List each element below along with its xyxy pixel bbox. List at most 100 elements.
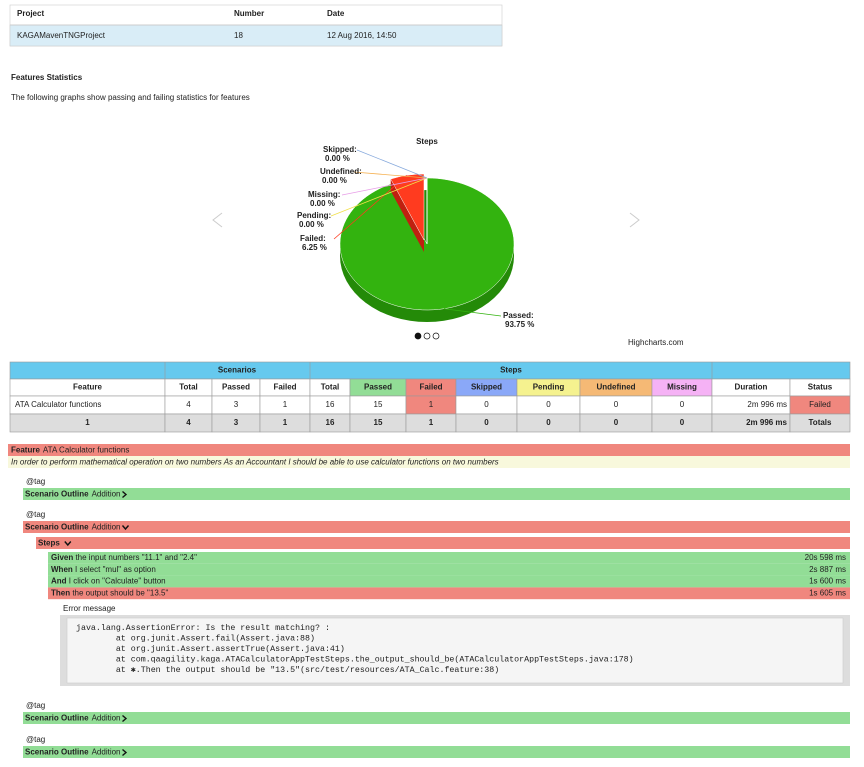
scenario-tag: @tag — [26, 477, 45, 486]
table-cell-text: 16 — [326, 418, 335, 427]
scenario-heading[interactable]: Scenario Outline Addition — [25, 490, 121, 499]
table-cell-text: 3 — [234, 400, 239, 409]
error-line: at com.qaagility.kaga.ATACalculatorAppTe… — [76, 655, 634, 665]
label-connector — [333, 174, 408, 240]
step-text: Then the output should be "13.5" — [51, 589, 168, 598]
column-header: Total — [179, 383, 198, 392]
step-text: Given the input numbers "11.1" and "2.4" — [51, 553, 197, 562]
column-header: Status — [808, 383, 833, 392]
scenario-heading[interactable]: Scenario Outline Addition — [25, 748, 121, 757]
slice-label: Failed: — [300, 234, 326, 243]
table-cell-text: 0 — [680, 400, 685, 409]
table-cell-text: 0 — [484, 418, 489, 427]
slice-label: Undefined: — [320, 167, 362, 176]
column-header: Pending — [533, 383, 565, 392]
table-cell-text: 2m 996 ms — [746, 418, 787, 427]
carousel-dot[interactable] — [432, 332, 440, 340]
table-cell-text: 0 — [614, 400, 619, 409]
step-duration: 2s 887 ms — [809, 565, 846, 574]
label-connector — [356, 149, 428, 179]
scenario-heading[interactable]: Scenario Outline Addition — [25, 714, 121, 723]
table-cell-text: 0 — [546, 418, 551, 427]
table-cell-text: 0 — [614, 418, 619, 427]
table-cell: 12 Aug 2016, 14:50 — [327, 31, 397, 40]
step-keyword: Then — [51, 589, 70, 598]
scenario-tag: @tag — [26, 701, 45, 710]
scenario-name: Addition — [92, 714, 121, 723]
error-content — [66, 617, 844, 684]
step-description: the output should be "13.5" — [70, 589, 168, 598]
carousel-dot[interactable] — [414, 332, 422, 340]
error-line: java.lang.AssertionError: Is the result … — [76, 623, 330, 633]
scenario-keyword: Scenario Outline — [25, 748, 89, 757]
chevron-down — [64, 541, 72, 547]
pie-slice-side — [390, 179, 424, 252]
table-cell-text: 1 — [85, 418, 90, 427]
slice-value: 6.25 % — [302, 243, 327, 252]
table-cell-text: 1 — [283, 400, 288, 409]
label-connector — [443, 308, 502, 317]
slice-value: 0.00 % — [310, 199, 335, 208]
step-keyword: Given — [51, 553, 73, 562]
slice-value: 0.00 % — [322, 176, 347, 185]
table-cell-text: 15 — [374, 400, 383, 409]
carousel-dot[interactable] — [423, 332, 431, 340]
column-header: Total — [321, 383, 340, 392]
section-description: The following graphs show passing and fa… — [11, 93, 250, 102]
table-cell-text: 1 — [429, 400, 434, 409]
carousel-prev[interactable] — [212, 212, 223, 228]
table-cell-text: Failed — [809, 400, 831, 409]
error-line: at org.junit.Assert.fail(Assert.java:88) — [76, 634, 315, 644]
table-cell: 18 — [234, 31, 243, 40]
feature-keyword: Feature — [11, 446, 40, 455]
step-description: I select "mul" as option — [73, 565, 156, 574]
column-header: Undefined — [596, 383, 635, 392]
step-description: the input numbers "11.1" and "2.4" — [73, 553, 197, 562]
column-header: Duration — [735, 383, 768, 392]
chevron-right — [122, 714, 128, 723]
column-header: Project — [17, 9, 44, 18]
scenario-keyword: Scenario Outline — [25, 490, 89, 499]
step-keyword: When — [51, 565, 73, 574]
chevron-right — [122, 490, 128, 499]
steps-toggle[interactable]: Steps — [38, 539, 60, 548]
feature-bar — [8, 444, 850, 456]
group-header-row — [9, 361, 851, 380]
table-cell-text: 15 — [374, 418, 383, 427]
feature-name: ATA Calculator functions — [43, 446, 129, 455]
table-cell — [789, 413, 851, 433]
table-cell-text: Totals — [809, 418, 833, 427]
column-header: Date — [327, 9, 345, 18]
step-text: And I click on "Calculate" button — [51, 577, 166, 586]
step-description: I click on "Calculate" button — [67, 577, 166, 586]
table-cell-text: 0 — [484, 400, 489, 409]
step-row — [48, 563, 850, 576]
column-header: Feature — [73, 383, 102, 392]
scenario-tag: @tag — [26, 510, 45, 519]
step-duration: 20s 598 ms — [805, 553, 846, 562]
step-duration: 1s 605 ms — [809, 589, 846, 598]
column-header: Skipped — [471, 383, 502, 392]
step-duration: 1s 600 ms — [809, 577, 846, 586]
table-cell-text: 1 — [283, 418, 288, 427]
table-cell-text: 0 — [546, 400, 551, 409]
slice-label: Pending: — [297, 211, 331, 220]
scenario-tag: @tag — [26, 735, 45, 744]
chart-credit: Highcharts.com — [628, 338, 684, 347]
feature-link[interactable]: ATA Calculator functions — [15, 400, 101, 409]
slice-label: Missing: — [308, 190, 340, 199]
steps-bar — [36, 537, 850, 549]
label-connector — [330, 177, 428, 217]
carousel-next[interactable] — [629, 212, 640, 228]
slice-label: Passed: — [503, 311, 534, 320]
section-title: Features Statistics — [11, 73, 83, 82]
column-header: Missing — [667, 383, 697, 392]
error-toggle[interactable]: Error message — [63, 604, 116, 613]
table-cell-text: 3 — [234, 418, 239, 427]
slice-value: 93.75 % — [505, 320, 534, 329]
label-connector — [353, 171, 428, 179]
slice-value: 0.00 % — [299, 220, 324, 229]
scenario-heading[interactable]: Scenario Outline Addition — [25, 523, 121, 532]
scenario-name: Addition — [92, 490, 121, 499]
